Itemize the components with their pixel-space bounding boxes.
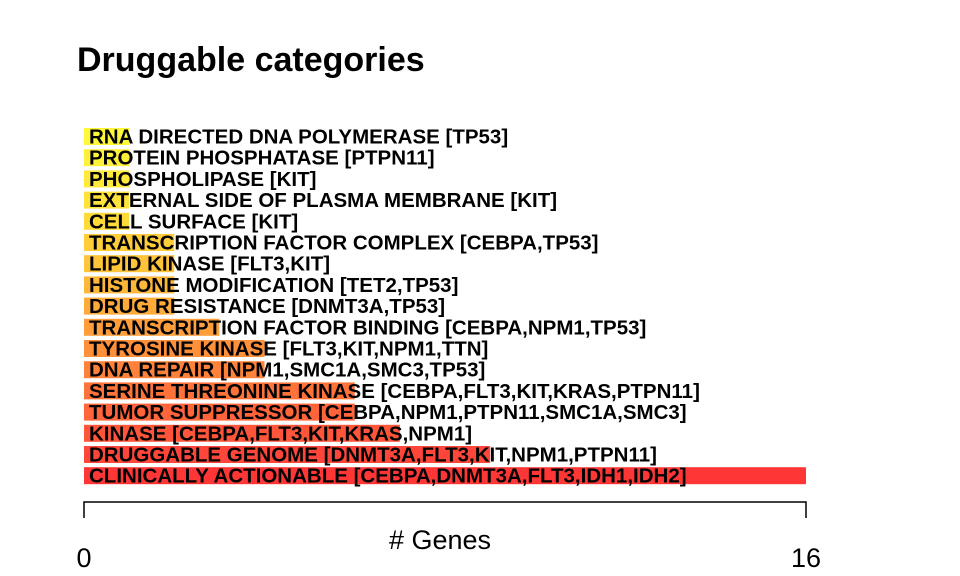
bar-label: DRUGGABLE GENOME [DNMT3A,FLT3,KIT,NPM1,P… — [89, 444, 657, 467]
bar — [84, 382, 355, 400]
bar — [84, 191, 130, 209]
bar — [84, 403, 355, 421]
bar — [84, 467, 806, 485]
x-tick-label-max: 16 — [791, 543, 821, 573]
bar — [84, 170, 130, 188]
bar-label: EXTERNAL SIDE OF PLASMA MEMBRANE [KIT] — [89, 189, 557, 212]
bar-label: DRUG RESISTANCE [DNMT3A,TP53] — [89, 295, 445, 318]
bar-label: RNA DIRECTED DNA POLYMERASE [TP53] — [89, 126, 508, 149]
bar-label: TUMOR SUPPRESSOR [CEBPA,NPM1,PTPN11,SMC1… — [89, 401, 687, 424]
bar — [84, 297, 175, 315]
x-axis-label: # Genes — [389, 525, 491, 555]
bar-label: DNA REPAIR [NPM1,SMC1A,SMC3,TP53] — [89, 359, 485, 382]
bar-label: TRANSCRIPTION FACTOR BINDING [CEBPA,NPM1… — [89, 316, 646, 339]
bar — [84, 276, 175, 294]
bar-labels-layer: RNA DIRECTED DNA POLYMERASE [TP53]PROTEI… — [89, 126, 700, 488]
x-axis: # Genes 0 16 — [76, 501, 821, 573]
bar-label: LIPID KINASE [FLT3,KIT] — [89, 253, 330, 276]
bar-label: HISTONE MODIFICATION [TET2,TP53] — [89, 274, 458, 297]
bar — [84, 234, 175, 251]
bar — [84, 149, 130, 167]
bar — [84, 340, 265, 357]
bar-label: TRANSCRIPTION FACTOR COMPLEX [CEBPA,TP53… — [89, 232, 599, 255]
bar — [84, 255, 175, 273]
bar — [84, 446, 491, 463]
bar — [84, 361, 265, 379]
bar-label: TYROSINE KINASE [FLT3,KIT,NPM1,TTN] — [89, 338, 488, 361]
x-tick-label-min: 0 — [76, 543, 91, 573]
bar-label: SERINE THREONINE KINASE [CEBPA,FLT3,KIT,… — [89, 380, 700, 403]
chart-title: Druggable categories — [77, 41, 425, 79]
bar-label: CLINICALLY ACTIONABLE [CEBPA,DNMT3A,FLT3… — [89, 465, 687, 488]
bar-label: PROTEIN PHOSPHATASE [PTPN11] — [89, 147, 435, 170]
bar — [84, 424, 400, 442]
bar-label: CELL SURFACE [KIT] — [89, 210, 298, 233]
bar — [84, 318, 220, 336]
bar-label: PHOSPHOLIPASE [KIT] — [89, 168, 316, 191]
bars-layer — [84, 128, 806, 485]
x-axis-line — [83, 501, 807, 518]
bar — [84, 212, 130, 230]
bar — [84, 128, 130, 145]
bar-label: KINASE [CEBPA,FLT3,KIT,KRAS,NPM1] — [89, 422, 472, 445]
